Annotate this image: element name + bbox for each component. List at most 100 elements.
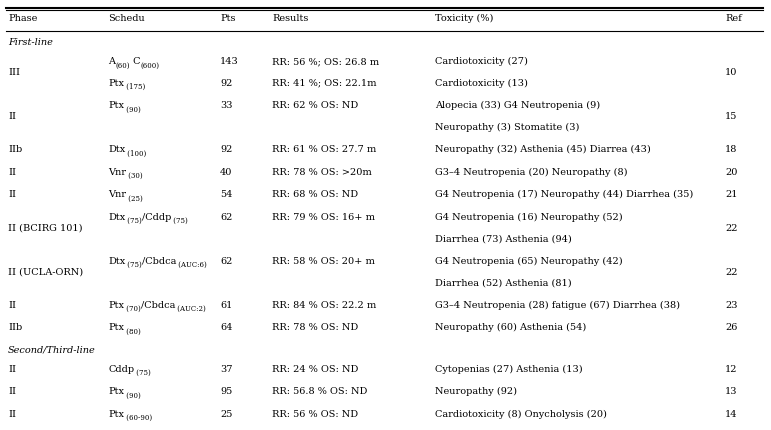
Text: Cardiotoxicity (13): Cardiotoxicity (13) <box>435 79 528 88</box>
Text: 12: 12 <box>725 364 738 373</box>
Text: (80): (80) <box>124 327 141 335</box>
Text: Vnr: Vnr <box>108 190 126 199</box>
Text: G4 Neutropenia (65) Neuropathy (42): G4 Neutropenia (65) Neuropathy (42) <box>435 256 623 265</box>
Text: Dtx: Dtx <box>108 256 125 265</box>
Text: Cardiotoxicity (8) Onycholysis (20): Cardiotoxicity (8) Onycholysis (20) <box>435 409 607 418</box>
Text: (75): (75) <box>125 217 142 225</box>
Text: 62: 62 <box>220 212 232 221</box>
Text: 13: 13 <box>725 387 738 395</box>
Text: Phase: Phase <box>8 14 37 23</box>
Text: RR: 58 % OS: 20+ m: RR: 58 % OS: 20+ m <box>272 256 375 265</box>
Text: (75): (75) <box>134 369 151 376</box>
Text: Neuropathy (60) Asthenia (54): Neuropathy (60) Asthenia (54) <box>435 322 586 332</box>
Text: 15: 15 <box>725 112 737 121</box>
Text: RR: 56 % OS: ND: RR: 56 % OS: ND <box>272 409 358 418</box>
Text: II: II <box>8 190 16 199</box>
Text: RR: 61 % OS: 27.7 m: RR: 61 % OS: 27.7 m <box>272 145 376 154</box>
Text: II (BCIRG 101): II (BCIRG 101) <box>8 223 82 232</box>
Text: 14: 14 <box>725 409 738 418</box>
Text: (25): (25) <box>126 194 143 202</box>
Text: Cytopenias (27) Asthenia (13): Cytopenias (27) Asthenia (13) <box>435 364 583 373</box>
Text: 61: 61 <box>220 300 232 309</box>
Text: II: II <box>8 167 16 176</box>
Text: 64: 64 <box>220 322 232 332</box>
Text: (90): (90) <box>124 391 141 399</box>
Text: II: II <box>8 112 16 121</box>
Text: Dtx: Dtx <box>108 212 125 221</box>
Text: Neuropathy (3) Stomatite (3): Neuropathy (3) Stomatite (3) <box>435 123 579 132</box>
Text: 95: 95 <box>220 387 232 395</box>
Text: III: III <box>8 68 20 77</box>
Text: RR: 78 % OS: ND: RR: 78 % OS: ND <box>272 322 359 332</box>
Text: 54: 54 <box>220 190 232 199</box>
Text: Schedu: Schedu <box>108 14 145 23</box>
Text: 23: 23 <box>725 300 738 309</box>
Text: Ptx: Ptx <box>108 300 124 309</box>
Text: G4 Neutropenia (17) Neuropathy (44) Diarrhea (35): G4 Neutropenia (17) Neuropathy (44) Diar… <box>435 190 693 199</box>
Text: Ptx: Ptx <box>108 322 124 332</box>
Text: 18: 18 <box>725 145 737 154</box>
Text: RR: 84 % OS: 22.2 m: RR: 84 % OS: 22.2 m <box>272 300 376 309</box>
Text: RR: 24 % OS: ND: RR: 24 % OS: ND <box>272 364 359 373</box>
Text: RR: 78 % OS: >20m: RR: 78 % OS: >20m <box>272 167 372 176</box>
Text: Diarrhea (73) Asthenia (94): Diarrhea (73) Asthenia (94) <box>435 234 572 243</box>
Text: Alopecia (33) G4 Neutropenia (9): Alopecia (33) G4 Neutropenia (9) <box>435 101 600 110</box>
Text: /Cddp: /Cddp <box>142 212 171 221</box>
Text: Ptx: Ptx <box>108 387 124 395</box>
Text: IIb: IIb <box>8 322 22 332</box>
Text: II: II <box>8 300 16 309</box>
Text: II: II <box>8 409 16 418</box>
Text: 22: 22 <box>725 267 738 276</box>
Text: 26: 26 <box>725 322 737 332</box>
Text: II: II <box>8 387 16 395</box>
Text: (90): (90) <box>124 105 141 114</box>
Text: Cardiotoxicity (27): Cardiotoxicity (27) <box>435 57 528 66</box>
Text: G4 Neutropenia (16) Neuropathy (52): G4 Neutropenia (16) Neuropathy (52) <box>435 212 623 221</box>
Text: II (UCLA-ORN): II (UCLA-ORN) <box>8 267 83 276</box>
Text: Vnr: Vnr <box>108 167 126 176</box>
Text: Second/Third-line: Second/Third-line <box>8 345 96 354</box>
Text: (30): (30) <box>126 172 143 180</box>
Text: (60): (60) <box>115 61 130 70</box>
Text: C: C <box>130 57 140 66</box>
Text: RR: 41 %; OS: 22.1m: RR: 41 %; OS: 22.1m <box>272 79 376 88</box>
Text: RR: 68 % OS: ND: RR: 68 % OS: ND <box>272 190 358 199</box>
Text: Ptx: Ptx <box>108 79 124 88</box>
Text: RR: 56 %; OS: 26.8 m: RR: 56 %; OS: 26.8 m <box>272 57 379 66</box>
Text: 33: 33 <box>220 101 233 110</box>
Text: (AUC:2): (AUC:2) <box>175 304 206 313</box>
Text: Diarrhea (52) Asthenia (81): Diarrhea (52) Asthenia (81) <box>435 278 571 287</box>
Text: /Cbdca: /Cbdca <box>142 256 177 265</box>
Text: (70): (70) <box>124 304 141 313</box>
Text: G3–4 Neutropenia (28) fatigue (67) Diarrhea (38): G3–4 Neutropenia (28) fatigue (67) Diarr… <box>435 300 680 309</box>
Text: Neuropathy (32) Asthenia (45) Diarrea (43): Neuropathy (32) Asthenia (45) Diarrea (4… <box>435 145 651 154</box>
Text: Cddp: Cddp <box>108 364 134 373</box>
Text: 40: 40 <box>220 167 232 176</box>
Text: (75): (75) <box>125 261 142 269</box>
Text: 22: 22 <box>725 223 738 232</box>
Text: 92: 92 <box>220 79 232 88</box>
Text: /Cbdca: /Cbdca <box>141 300 175 309</box>
Text: 25: 25 <box>220 409 232 418</box>
Text: 21: 21 <box>725 190 738 199</box>
Text: (175): (175) <box>124 83 145 91</box>
Text: IIb: IIb <box>8 145 22 154</box>
Text: Ptx: Ptx <box>108 101 124 110</box>
Text: (AUC:6): (AUC:6) <box>177 261 207 269</box>
Text: 62: 62 <box>220 256 232 265</box>
Text: First-line: First-line <box>8 38 53 47</box>
Text: Ref: Ref <box>725 14 742 23</box>
Text: 92: 92 <box>220 145 232 154</box>
Text: (100): (100) <box>125 150 146 157</box>
Text: 37: 37 <box>220 364 233 373</box>
Text: RR: 56.8 % OS: ND: RR: 56.8 % OS: ND <box>272 387 367 395</box>
Text: Toxicity (%): Toxicity (%) <box>435 14 493 23</box>
Text: 143: 143 <box>220 57 239 66</box>
Text: Dtx: Dtx <box>108 145 125 154</box>
Text: II: II <box>8 364 16 373</box>
Text: A: A <box>108 57 115 66</box>
Text: Pts: Pts <box>220 14 235 23</box>
Text: Results: Results <box>272 14 308 23</box>
Text: G3–4 Neutropenia (20) Neuropathy (8): G3–4 Neutropenia (20) Neuropathy (8) <box>435 167 628 176</box>
Text: (600): (600) <box>140 61 159 70</box>
